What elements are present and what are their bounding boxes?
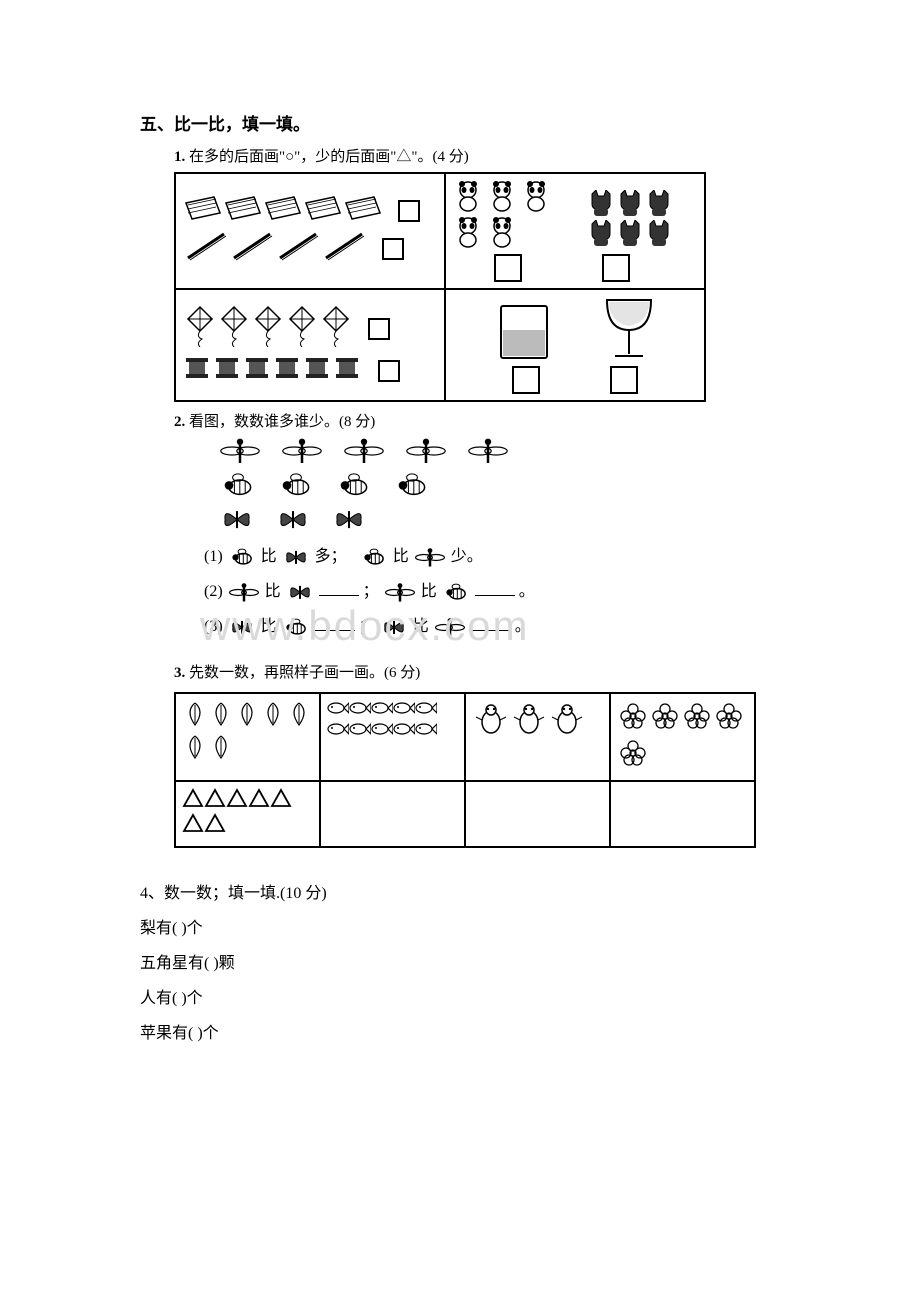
section-number: 五 bbox=[140, 115, 157, 134]
answer-box[interactable] bbox=[378, 360, 400, 382]
bee-icon bbox=[443, 582, 469, 603]
question-1: 1. 在多的后面画"○"，少的后面画"△"。(4 分) bbox=[174, 145, 780, 402]
answer-box[interactable] bbox=[602, 254, 630, 282]
q3-col3-items bbox=[465, 693, 610, 781]
q3-col2-items bbox=[320, 693, 465, 781]
answer-box[interactable] bbox=[512, 366, 540, 394]
dragonfly-icon bbox=[435, 617, 465, 638]
dragonfly-icon bbox=[385, 582, 415, 603]
fill-blank[interactable] bbox=[475, 582, 515, 596]
q3-example-triangles bbox=[175, 781, 320, 847]
answer-box[interactable] bbox=[398, 200, 420, 222]
q3-answer-cell[interactable] bbox=[320, 781, 465, 847]
fill-blank[interactable] bbox=[471, 617, 511, 631]
q4-line-apple: 苹果有( )个 bbox=[140, 1016, 780, 1051]
q1-tr-pandas bbox=[454, 180, 564, 248]
q3-label: 3. 先数一数，再照样子画一画。(6 分) bbox=[174, 665, 420, 681]
q3-col1-items bbox=[175, 693, 320, 781]
q2-butterfly-row bbox=[220, 506, 780, 533]
butterfly-icon bbox=[283, 547, 309, 568]
bee-icon bbox=[283, 617, 309, 638]
answer-box[interactable] bbox=[382, 238, 404, 260]
dragonfly-icon bbox=[415, 547, 445, 568]
section-header: 五、比一比，填一填。 bbox=[140, 110, 780, 135]
q2-bee-row bbox=[220, 471, 780, 500]
q3-answer-cell[interactable] bbox=[610, 781, 755, 847]
answer-box[interactable] bbox=[494, 254, 522, 282]
question-3: 3. 先数一数，再照样子画一画。(6 分) bbox=[174, 661, 780, 848]
q1-tl-top-row bbox=[184, 195, 436, 226]
q4-line-pear: 梨有( )个 bbox=[140, 911, 780, 946]
butterfly-icon bbox=[381, 617, 407, 638]
q4-line-star: 五角星有( )颗 bbox=[140, 946, 780, 981]
answer-box[interactable] bbox=[368, 318, 390, 340]
q1-bl-bot-row bbox=[184, 356, 436, 385]
dragonfly-icon bbox=[229, 582, 259, 603]
q2-line2: (2) 比 ； 比 。 bbox=[204, 574, 780, 609]
q3-answer-cell[interactable] bbox=[465, 781, 610, 847]
q1-bl-top-row bbox=[184, 305, 436, 352]
question-2: 2. 看图，数数谁多谁少。(8 分) (1) 比 多； 比 少。 (2) 比 ；… bbox=[174, 410, 780, 645]
q4-num: 4、 bbox=[140, 885, 164, 902]
wineglass-icon bbox=[603, 296, 655, 362]
cup-icon bbox=[495, 302, 553, 362]
q1-tl-bot-row bbox=[184, 230, 436, 267]
bee-icon bbox=[229, 547, 255, 568]
section-title: 、比一比，填一填。 bbox=[157, 115, 310, 134]
fill-blank[interactable] bbox=[319, 582, 359, 596]
question-4: 4、数一数；填一填.(10 分) 梨有( )个 五角星有( )颗 人有( )个 … bbox=[140, 876, 780, 1052]
q2-label: 2. 看图，数数谁多谁少。(8 分) bbox=[174, 414, 375, 430]
answer-box[interactable] bbox=[610, 366, 638, 394]
q2-line3: (3) 比 ； 比 。 bbox=[204, 609, 780, 644]
q4-text: 数一数；填一填.(10 分) bbox=[164, 885, 327, 902]
q4-line-person: 人有( )个 bbox=[140, 981, 780, 1016]
butterfly-icon bbox=[229, 617, 255, 638]
q3-table bbox=[174, 692, 756, 848]
q2-statements: (1) 比 多； 比 少。 (2) 比 ； 比 。 (3) bbox=[204, 539, 780, 645]
butterfly-icon bbox=[287, 582, 313, 603]
fill-blank[interactable] bbox=[315, 617, 355, 631]
q1-tr-cats bbox=[588, 190, 688, 248]
bee-icon bbox=[361, 547, 387, 568]
q2-line1: (1) 比 多； 比 少。 bbox=[204, 539, 780, 574]
q2-dragonfly-row bbox=[220, 437, 780, 465]
q3-col4-items bbox=[610, 693, 755, 781]
q1-label: 1. 在多的后面画"○"，少的后面画"△"。(4 分) bbox=[174, 149, 469, 165]
q1-table bbox=[174, 172, 706, 402]
